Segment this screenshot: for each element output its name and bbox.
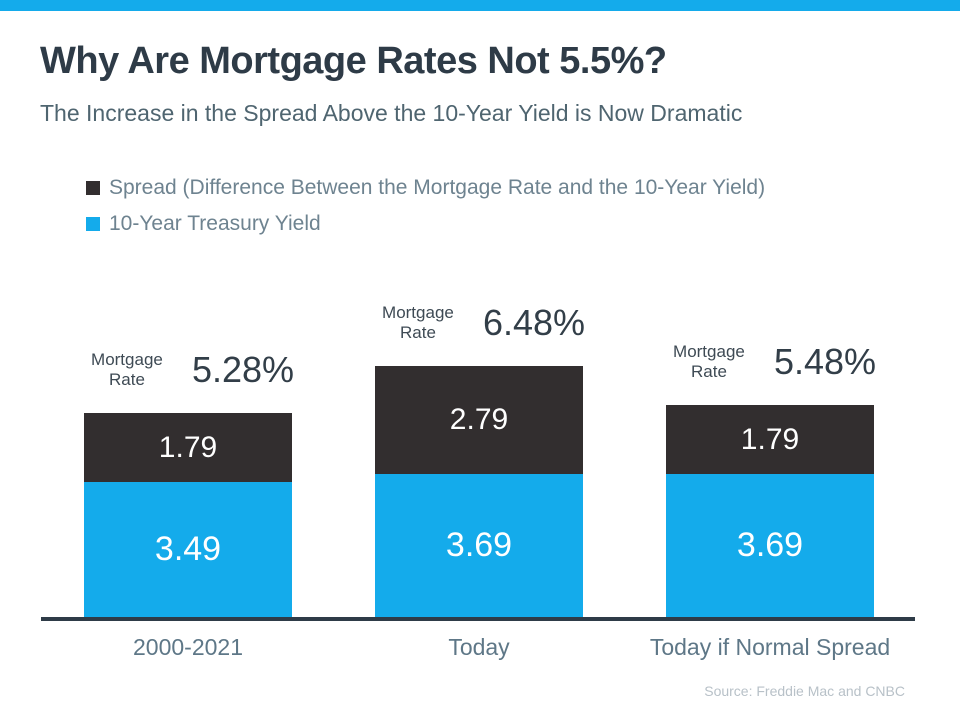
chart-legend: Spread (Difference Between the Mortgage …: [86, 176, 765, 248]
spread-segment-today-if-normal-spread: 1.79: [666, 405, 874, 474]
mortgage-rate-label: Mortgage Rate: [673, 342, 745, 381]
spread-segment-today: 2.79: [375, 366, 583, 474]
mortgage-rate-label: Mortgage Rate: [382, 303, 454, 342]
mortgage-rate-value: 5.28%: [191, 349, 295, 390]
mortgage-rate-annotation-today-if-normal-spread: Mortgage Rate 5.48%: [650, 341, 890, 383]
mortgage-rate-label: Mortgage Rate: [91, 350, 163, 389]
x-axis-line: [41, 617, 915, 621]
category-label-2000-2021: 2000-2021: [133, 634, 243, 660]
yield-segment-today-if-normal-spread: 3.69: [666, 474, 874, 617]
spread-segment-2000-2021: 1.79: [84, 413, 292, 482]
yield-segment-today: 3.69: [375, 474, 583, 617]
bar-group-today-if-normal-spread: 1.79 3.69: [666, 405, 874, 617]
page-subtitle: The Increase in the Spread Above the 10-…: [40, 100, 743, 126]
legend-swatch-icon: [86, 181, 100, 195]
category-label-today: Today: [448, 634, 510, 660]
legend-item-1: 10-Year Treasury Yield: [86, 212, 765, 236]
bar-group-2000-2021: 1.79 3.49: [84, 413, 292, 617]
bar-group-today: 2.79 3.69: [375, 366, 583, 617]
yield-segment-2000-2021: 3.49: [84, 482, 292, 617]
legend-swatch-icon: [86, 217, 100, 231]
spread-value-label: 1.79: [158, 430, 218, 464]
mortgage-rate-value: 5.48%: [773, 341, 877, 382]
legend-item-0: Spread (Difference Between the Mortgage …: [86, 176, 765, 200]
source-note: Source: Freddie Mac and CNBC: [704, 683, 905, 699]
yield-value-label: 3.69: [445, 526, 513, 564]
spread-value-label: 1.79: [740, 422, 800, 456]
page-title: Why Are Mortgage Rates Not 5.5%?: [40, 40, 667, 82]
mortgage-rate-annotation-today: Mortgage Rate 6.48%: [359, 302, 599, 344]
category-label-today-if-normal-spread: Today if Normal Spread: [649, 634, 891, 660]
spread-value-label: 2.79: [449, 403, 509, 436]
yield-value-label: 3.69: [736, 526, 804, 564]
top-accent-bar: [0, 0, 960, 11]
mortgage-rate-value: 6.48%: [482, 302, 586, 343]
legend-label: Spread (Difference Between the Mortgage …: [109, 176, 766, 199]
legend-label: 10-Year Treasury Yield: [109, 212, 321, 235]
yield-value-label: 3.49: [154, 530, 222, 568]
mortgage-rate-annotation-2000-2021: Mortgage Rate 5.28%: [68, 349, 308, 391]
